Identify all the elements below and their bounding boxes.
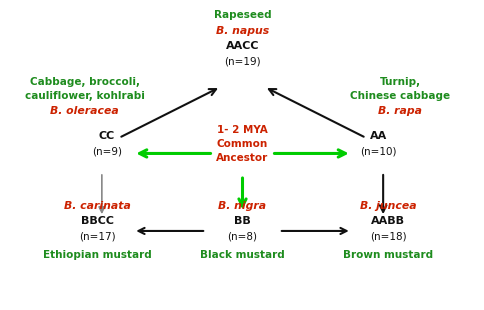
Text: (n=9): (n=9) (91, 147, 121, 157)
Text: B. napus: B. napus (215, 26, 269, 36)
Text: AACC: AACC (225, 41, 259, 51)
Text: (n=19): (n=19) (224, 57, 260, 67)
Text: BB: BB (234, 216, 250, 226)
Text: Common: Common (216, 139, 268, 149)
Text: Turnip,: Turnip, (379, 77, 420, 87)
Text: 1- 2 MYA: 1- 2 MYA (217, 125, 267, 135)
Text: CC: CC (98, 131, 115, 141)
Text: AA: AA (369, 131, 386, 141)
Text: Ancestor: Ancestor (216, 153, 268, 163)
Text: B. oleracea: B. oleracea (50, 106, 119, 116)
Text: cauliflower, kohlrabi: cauliflower, kohlrabi (25, 91, 145, 101)
Text: Ethiopian mustard: Ethiopian mustard (43, 250, 151, 260)
Text: (n=17): (n=17) (78, 231, 115, 241)
Text: (n=10): (n=10) (359, 147, 396, 157)
Text: B. carinata: B. carinata (63, 201, 130, 211)
Text: Rapeseed: Rapeseed (213, 10, 271, 20)
Text: (n=8): (n=8) (227, 231, 257, 241)
Text: Cabbage, broccoli,: Cabbage, broccoli, (30, 77, 139, 87)
Text: B. juncea: B. juncea (359, 201, 415, 211)
Text: Brown mustard: Brown mustard (342, 250, 432, 260)
Text: B. rapa: B. rapa (378, 106, 421, 116)
Text: (n=18): (n=18) (369, 231, 406, 241)
Text: Chinese cabbage: Chinese cabbage (349, 91, 449, 101)
Text: B. nigra: B. nigra (218, 201, 266, 211)
Text: Black mustard: Black mustard (200, 250, 284, 260)
Text: BBCC: BBCC (80, 216, 113, 226)
Text: AABB: AABB (370, 216, 404, 226)
